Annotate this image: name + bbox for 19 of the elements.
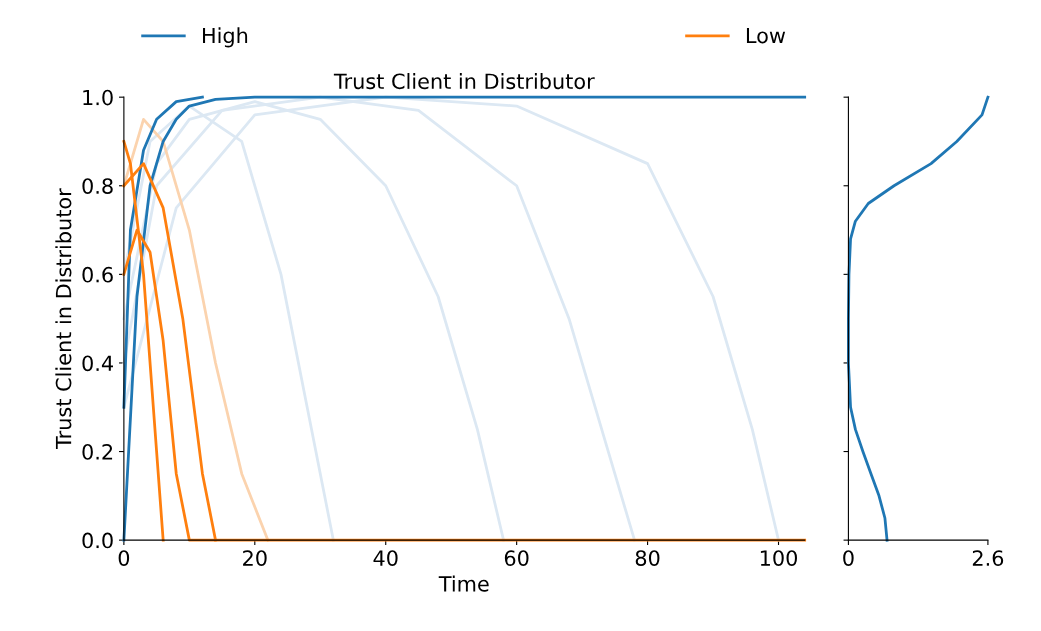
legend-label: Low (746, 27, 786, 44)
y-tick-label: 0.8 (82, 178, 113, 194)
chart-title: Trust Client in Distributor (333, 73, 595, 90)
y-tick-label: 1.0 (83, 89, 113, 106)
y-tick-label: 0.0 (82, 532, 113, 549)
x-tick-label: 100 (760, 550, 798, 566)
y-tick-label: 0.2 (82, 444, 113, 460)
y-tick-label: 0.4 (82, 355, 113, 372)
legend-label: High (203, 27, 248, 48)
x-tick-label: 20 (243, 550, 267, 566)
x-tick-label: 60 (504, 550, 529, 566)
x-tick-label: 0 (118, 550, 130, 566)
x-tick-label: 0 (843, 550, 854, 566)
x-tick-label: 2.6 (972, 550, 1004, 566)
x-tick-label: 80 (635, 550, 660, 566)
y-axis-title: Trust Client in Distributor (55, 188, 72, 450)
x-tick-label: 40 (373, 550, 398, 566)
x-axis-title: Time (438, 575, 489, 592)
y-tick-label: 0.6 (82, 266, 113, 283)
